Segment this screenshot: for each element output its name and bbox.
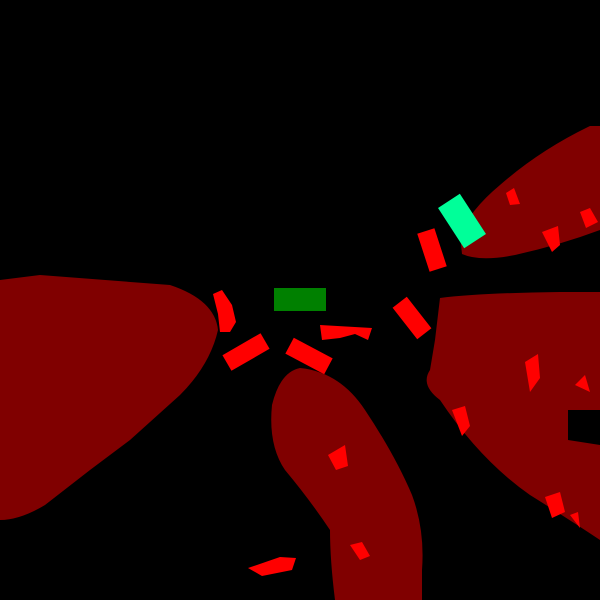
part-7 (506, 188, 520, 205)
part-6 (417, 228, 447, 272)
part-4 (320, 325, 372, 340)
left-region (0, 275, 218, 520)
part-1 (213, 290, 236, 332)
upper-right-region (460, 126, 600, 259)
part-8 (580, 208, 598, 228)
green-tag (274, 288, 326, 311)
part-14 (570, 512, 580, 528)
bottom-center-region (271, 368, 423, 600)
part-10 (525, 354, 540, 392)
part-15 (328, 445, 348, 470)
cyan-tag (438, 193, 486, 249)
part-11 (575, 375, 590, 392)
part-3 (285, 337, 333, 375)
right-region (426, 292, 600, 540)
part-13 (545, 492, 565, 518)
part-2 (222, 333, 270, 371)
part-12 (452, 406, 470, 436)
part-5 (392, 296, 432, 340)
part-17 (248, 557, 296, 576)
part-16 (350, 542, 370, 560)
part-9 (542, 226, 560, 252)
